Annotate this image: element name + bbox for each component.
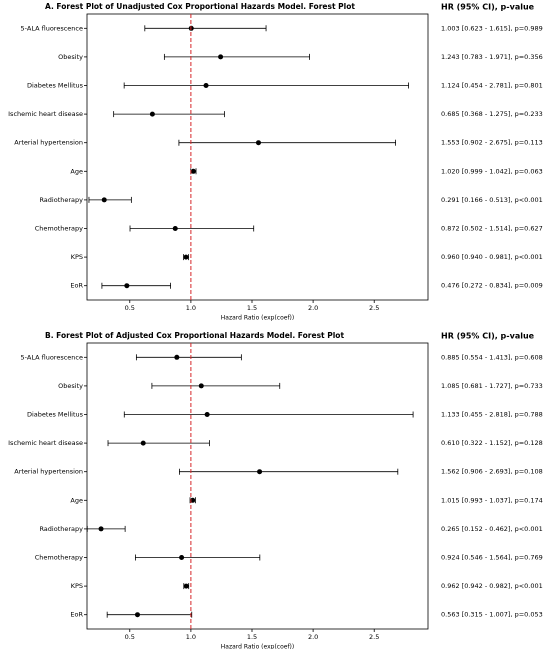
x-axis-label: Hazard Ratio (exp(coef)) — [221, 644, 295, 649]
hr-point — [257, 469, 263, 475]
y-tick-label: EoR — [70, 282, 83, 290]
hr-point — [179, 555, 185, 560]
hr-point — [183, 583, 189, 589]
hr-point — [140, 440, 146, 446]
y-tick-label: 5-ALA fluorescence — [21, 24, 83, 32]
y-tick-label: 5-ALA fluorescence — [21, 353, 83, 361]
hr-point — [98, 526, 104, 532]
hr-annotation: 1.124 [0.454 - 2.781], p=0.801 — [441, 82, 543, 90]
hr-point — [203, 83, 209, 88]
y-tick-label: EoR — [70, 611, 83, 619]
hr-annotation: 1.133 [0.455 - 2.818], p=0.788 — [441, 411, 543, 419]
x-tick-label: 0.5 — [125, 633, 135, 641]
hr-point — [218, 54, 224, 60]
hr-annotation: 1.553 [0.902 - 2.675], p=0.113 — [441, 139, 543, 147]
x-tick-label: 0.5 — [125, 304, 135, 312]
hr-annotation: 1.243 [0.783 - 1.971], p=0.356 — [441, 53, 543, 61]
y-tick-label: Age — [70, 167, 83, 175]
hr-annotation: 0.291 [0.166 - 0.513], p<0.001 — [441, 196, 543, 204]
hr-point — [134, 612, 140, 618]
x-tick-label: 1.5 — [247, 633, 257, 641]
y-tick-label: Arterial hypertension — [14, 139, 83, 147]
y-tick-label: Age — [70, 496, 83, 504]
y-tick-label: Diabetes Mellitus — [27, 411, 84, 419]
x-tick-label: 2.5 — [369, 304, 379, 312]
hr-annotation: 0.885 [0.554 - 1.413], p=0.608 — [441, 353, 543, 361]
y-tick-label: KPS — [71, 253, 83, 261]
y-tick-label: Radiotherapy — [39, 196, 83, 204]
hr-annotation: 0.924 [0.546 - 1.564], p=0.769 — [441, 554, 543, 562]
y-tick-label: Arterial hypertension — [14, 468, 83, 476]
hr-annotation: 0.685 [0.368 - 1.275], p=0.233 — [441, 110, 543, 118]
y-tick-label: KPS — [71, 582, 83, 590]
hr-point — [124, 283, 130, 289]
y-tick-label: Obesity — [58, 382, 83, 390]
hr-point — [255, 140, 261, 146]
y-tick-label: Diabetes Mellitus — [27, 82, 84, 90]
column-header: HR (95% CI), p-value — [441, 3, 535, 12]
hr-point — [172, 226, 178, 231]
hr-annotation: 0.563 [0.315 - 1.007], p=0.053 — [441, 611, 543, 619]
x-tick-label: 2.0 — [308, 304, 318, 312]
hr-point — [183, 254, 189, 260]
hr-point — [101, 197, 107, 203]
hr-point — [198, 383, 204, 389]
plot-frame — [86, 342, 429, 630]
hr-point — [190, 168, 196, 174]
hr-annotation: 0.476 [0.272 - 0.834], p=0.009 — [441, 282, 543, 290]
hr-annotation: 0.962 [0.942 - 0.982], p<0.001 — [441, 582, 543, 590]
x-tick-label: 1.0 — [186, 633, 196, 641]
x-tick-label: 2.5 — [369, 633, 379, 641]
x-tick-label: 1.0 — [186, 304, 196, 312]
y-tick-label: Radiotherapy — [39, 525, 83, 533]
chart-title: B. Forest Plot of Adjusted Cox Proportio… — [45, 331, 344, 340]
chart-title: A. Forest Plot of Unadjusted Cox Proport… — [45, 2, 355, 11]
hr-annotation: 0.265 [0.152 - 0.462], p<0.001 — [441, 525, 543, 533]
hr-annotation: 0.872 [0.502 - 1.514], p=0.627 — [441, 225, 543, 233]
y-tick-label: Obesity — [58, 53, 83, 61]
hr-annotation: 0.610 [0.322 - 1.152], p=0.128 — [441, 439, 543, 447]
hr-annotation: 1.015 [0.993 - 1.037], p=0.174 — [441, 496, 543, 504]
hr-point — [149, 111, 155, 117]
y-tick-label: Ischemic heart disease — [8, 110, 83, 118]
hr-point — [174, 354, 180, 360]
hr-annotation: 0.960 [0.940 - 0.981], p<0.001 — [441, 253, 543, 261]
column-header: HR (95% CI), p-value — [441, 332, 535, 341]
plot-frame — [86, 13, 429, 301]
x-tick-label: 2.0 — [308, 633, 318, 641]
y-tick-label: Chemotherapy — [35, 225, 83, 233]
hr-annotation: 1.020 [0.999 - 1.042], p=0.063 — [441, 167, 543, 175]
x-axis-label: Hazard Ratio (exp(coef)) — [221, 315, 295, 322]
x-tick-label: 1.5 — [247, 304, 257, 312]
hr-annotation: 1.562 [0.906 - 2.693], p=0.108 — [441, 468, 543, 476]
hr-point — [190, 497, 196, 503]
y-tick-label: Ischemic heart disease — [8, 439, 83, 447]
hr-point — [204, 412, 210, 417]
hr-annotation: 1.085 [0.681 - 1.727], p=0.733 — [441, 382, 543, 390]
hr-annotation: 1.003 [0.623 - 1.615], p=0.989 — [441, 24, 543, 32]
y-tick-label: Chemotherapy — [35, 554, 83, 562]
